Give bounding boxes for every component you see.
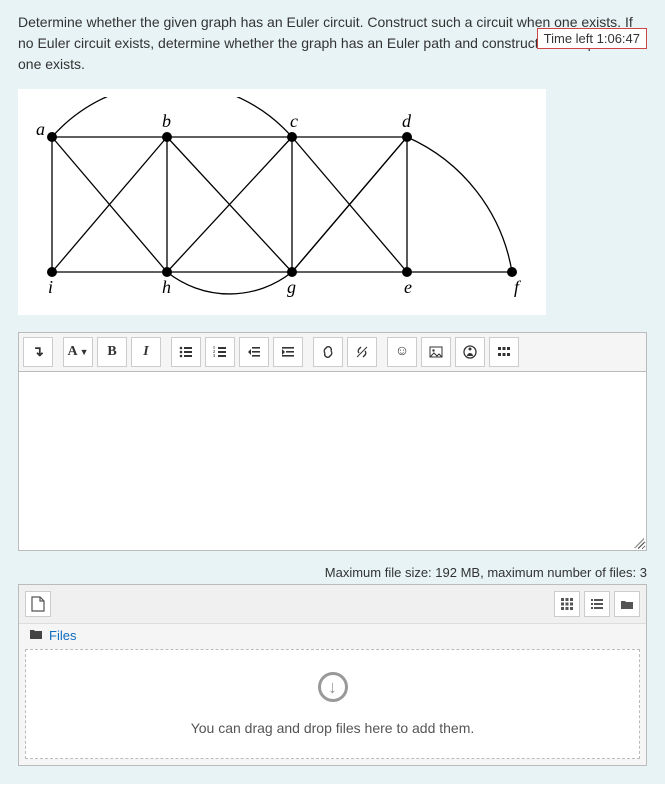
svg-text:f: f (514, 277, 522, 297)
svg-text:e: e (404, 277, 412, 297)
file-picker-toolbar (19, 585, 646, 624)
toolbar-group: ↴ (23, 337, 53, 367)
toolbar-group: 123 (171, 337, 303, 367)
time-left-label: Time left (544, 31, 593, 46)
ordered-list-button[interactable]: 123 (205, 337, 235, 367)
bold-icon: B (107, 344, 116, 360)
media-icon (463, 345, 477, 359)
svg-text:3: 3 (213, 353, 215, 358)
resize-handle-icon[interactable] (634, 538, 644, 548)
indent-button[interactable] (273, 337, 303, 367)
svg-text:h: h (162, 277, 171, 297)
file-limits-text: Maximum file size: 192 MB, maximum numbe… (18, 565, 647, 580)
svg-text:g: g (287, 277, 296, 297)
question-panel: Time left 1:06:47 Determine whether the … (0, 0, 665, 784)
svg-text:c: c (290, 111, 298, 131)
add-file-button[interactable] (25, 591, 51, 617)
chevron-down-icon: ▼ (80, 347, 89, 357)
bold-button[interactable]: B (97, 337, 127, 367)
svg-text:i: i (48, 277, 53, 297)
outdent-icon (247, 345, 261, 359)
grid-icon (560, 597, 574, 611)
files-label-text: Files (49, 628, 76, 643)
time-left-badge: Time left 1:06:47 (537, 28, 647, 49)
media-button[interactable] (455, 337, 485, 367)
manage-files-button[interactable] (489, 337, 519, 367)
graph-figure: a b c d i h g e f (18, 89, 546, 315)
toggle-toolbar-button[interactable]: ↴ (23, 337, 53, 367)
editor-textarea[interactable] (18, 371, 647, 551)
paragraph-style-button[interactable]: A▼ (63, 337, 93, 367)
image-button[interactable] (421, 337, 451, 367)
italic-icon: I (143, 344, 148, 360)
toolbar-group: A▼ B I (63, 337, 161, 367)
folder-icon (620, 597, 634, 611)
emoji-button[interactable]: ☺ (387, 337, 417, 367)
drop-zone-text: You can drag and drop files here to add … (26, 720, 639, 736)
view-list-button[interactable] (584, 591, 610, 617)
manage-files-icon (497, 345, 511, 359)
image-icon (429, 345, 443, 359)
ordered-list-icon: 123 (213, 345, 227, 359)
outdent-button[interactable] (239, 337, 269, 367)
unordered-list-button[interactable] (171, 337, 201, 367)
paragraph-style-icon: A (67, 344, 77, 360)
file-icon (31, 596, 45, 612)
view-tree-button[interactable] (614, 591, 640, 617)
list-icon (590, 597, 604, 611)
link-button[interactable] (313, 337, 343, 367)
file-view-switcher (554, 591, 640, 617)
toolbar-group: ☺ (387, 337, 519, 367)
indent-icon (281, 345, 295, 359)
folder-icon (29, 628, 43, 643)
editor-toolbar: ↴ A▼ B I 123 ☺ (18, 332, 647, 371)
toolbar-group (313, 337, 377, 367)
unlink-button[interactable] (347, 337, 377, 367)
svg-text:d: d (402, 111, 412, 131)
files-breadcrumb[interactable]: Files (19, 624, 646, 647)
file-picker: Files ↓ You can drag and drop files here… (18, 584, 647, 766)
emoji-icon: ☺ (395, 344, 409, 360)
toggle-toolbar-icon: ↴ (32, 344, 44, 361)
graph-svg: a b c d i h g e f (22, 97, 542, 307)
italic-button[interactable]: I (131, 337, 161, 367)
unlink-icon (355, 345, 369, 359)
unordered-list-icon (179, 345, 193, 359)
svg-text:b: b (162, 111, 171, 131)
download-arrow-icon: ↓ (318, 672, 348, 702)
file-drop-zone[interactable]: ↓ You can drag and drop files here to ad… (25, 649, 640, 759)
svg-text:a: a (36, 119, 45, 139)
time-left-value: 1:06:47 (597, 31, 640, 46)
view-icons-button[interactable] (554, 591, 580, 617)
link-icon (321, 345, 335, 359)
